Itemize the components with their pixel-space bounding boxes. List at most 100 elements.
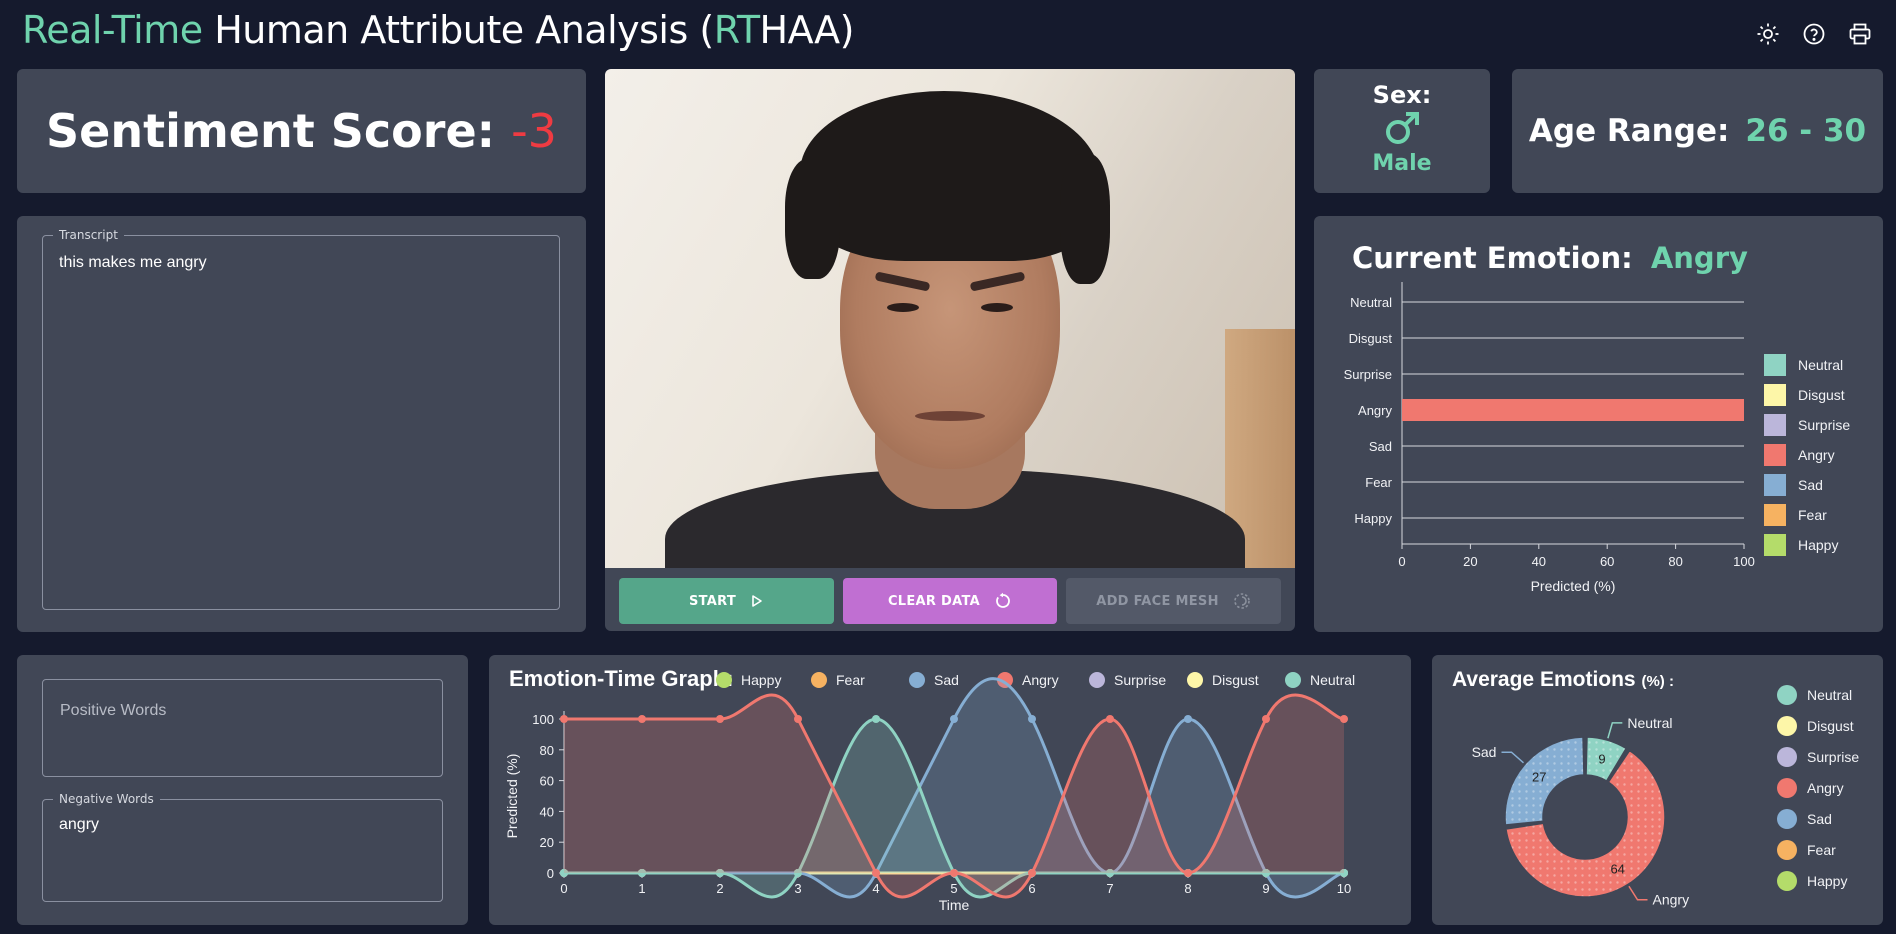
y-tick-label: Disgust xyxy=(1349,331,1393,346)
add-face-mesh-button[interactable]: ADD FACE MESH xyxy=(1066,578,1281,624)
age-label: Age Range: xyxy=(1528,113,1730,149)
x-tick-label: 1 xyxy=(638,881,645,896)
legend-swatch-happy xyxy=(1764,534,1786,556)
page-title: Real-Time Human Attribute Analysis (RTHA… xyxy=(22,8,855,52)
legend-dot-sad xyxy=(909,672,925,688)
transcript-field[interactable]: Transcript this makes me angry xyxy=(42,228,560,610)
y-tick-label: 80 xyxy=(540,743,554,758)
positive-words-placeholder: Positive Words xyxy=(60,702,167,719)
legend-label-fear: Fear xyxy=(1807,842,1836,858)
legend-dot-surprise xyxy=(1089,672,1105,688)
legend-dot-happy xyxy=(1777,871,1797,891)
y-tick-label: Surprise xyxy=(1344,367,1392,382)
x-tick-label: 3 xyxy=(794,881,801,896)
point-sad xyxy=(1184,715,1192,723)
x-tick-label: 100 xyxy=(1733,554,1755,569)
legend-label-angry: Angry xyxy=(1798,447,1835,463)
start-button[interactable]: START xyxy=(619,578,834,624)
title-text-end: HAA) xyxy=(759,8,855,52)
point-angry xyxy=(716,715,724,723)
legend-swatch-angry xyxy=(1764,444,1786,466)
print-icon[interactable] xyxy=(1846,20,1874,48)
y-tick-label: 100 xyxy=(532,712,554,727)
legend-dot-fear xyxy=(811,672,827,688)
theme-toggle-icon[interactable] xyxy=(1754,20,1782,48)
point-angry xyxy=(1262,715,1270,723)
emotion-time-panel: Emotion-Time Graph: Happy Fear Sad Angry Surp… xyxy=(489,655,1411,925)
clear-label: CLEAR DATA xyxy=(887,593,981,609)
legend-swatch-surprise xyxy=(1764,414,1786,436)
y-tick-label: Sad xyxy=(1369,439,1392,454)
legend-label-angry: Angry xyxy=(1807,780,1844,796)
refresh-icon xyxy=(996,592,1010,608)
legend-label-sad: Sad xyxy=(934,672,959,688)
x-tick-label: 6 xyxy=(1028,881,1035,896)
emotion-bar-chart: Neutral Disgust Surprise Angry Sad Fear Happy 0… xyxy=(1344,282,1850,594)
point-angry xyxy=(638,715,646,723)
average-emotions-title-suffix: (%) : xyxy=(1641,673,1674,690)
legend-label-surprise: Surprise xyxy=(1114,672,1166,688)
point-angry xyxy=(560,715,568,723)
legend-label-surprise: Surprise xyxy=(1807,749,1859,765)
point-angry xyxy=(1184,869,1192,877)
slice-leader-angry xyxy=(1628,885,1648,901)
legend-label-happy: Happy xyxy=(1798,537,1838,553)
y-tick-label: 40 xyxy=(540,804,554,819)
x-tick-label: 7 xyxy=(1106,881,1113,896)
point-angry xyxy=(794,715,802,723)
sentiment-label: Sentiment Score: xyxy=(46,104,496,158)
legend-dot-happy xyxy=(716,672,732,688)
positive-words-box[interactable]: Positive Words xyxy=(42,679,443,777)
help-icon[interactable] xyxy=(1800,20,1828,48)
legend-label-happy: Happy xyxy=(1807,873,1847,889)
legend-dot-sad xyxy=(1777,809,1797,829)
clear-data-button[interactable]: CLEAR DATA xyxy=(843,578,1057,624)
point-sad xyxy=(1028,715,1036,723)
sex-panel: Sex: Male xyxy=(1314,69,1490,193)
transcript-legend: Transcript xyxy=(59,228,118,242)
y-tick-label: 20 xyxy=(540,835,554,850)
average-emotions-panel: Average Emotions (%) : 9 Neutral 64 Angry 27 S… xyxy=(1432,655,1883,925)
legend-dot-neutral xyxy=(1777,685,1797,705)
negative-words-legend: Negative Words xyxy=(59,792,154,806)
legend-label-disgust: Disgust xyxy=(1798,387,1845,403)
negative-words-text: angry xyxy=(59,816,100,833)
legend-label-sad: Sad xyxy=(1798,477,1823,493)
slice-leader-neutral xyxy=(1607,722,1623,739)
sentiment-panel: Sentiment Score: -3 xyxy=(17,69,586,193)
legend-label-sad: Sad xyxy=(1807,811,1832,827)
point-sad xyxy=(950,715,958,723)
legend-swatch-neutral xyxy=(1764,354,1786,376)
legend-dot-disgust xyxy=(1187,672,1203,688)
point-neutral xyxy=(872,715,880,723)
legend-dot-surprise xyxy=(1777,747,1797,767)
face-mesh-icon xyxy=(1233,593,1250,609)
point-neutral xyxy=(560,869,568,877)
x-tick-label: 10 xyxy=(1337,881,1351,896)
legend-label-fear: Fear xyxy=(1798,507,1827,523)
mesh-label: ADD FACE MESH xyxy=(1096,593,1219,609)
point-neutral xyxy=(794,869,802,877)
point-angry xyxy=(950,869,958,877)
y-tick-label: Angry xyxy=(1358,403,1392,418)
legend-label-neutral: Neutral xyxy=(1798,357,1843,373)
slice-angry xyxy=(1505,749,1666,898)
point-neutral xyxy=(1340,869,1348,877)
legend-swatch-sad xyxy=(1764,474,1786,496)
x-tick-label: 2 xyxy=(716,881,723,896)
point-angry xyxy=(1106,715,1114,723)
slice-leader-sad xyxy=(1501,751,1524,764)
x-axis-label: Time xyxy=(939,897,970,913)
x-tick-label: 9 xyxy=(1262,881,1269,896)
start-label: START xyxy=(688,593,737,609)
slice-value-angry: 64 xyxy=(1610,862,1624,877)
x-tick-label: 60 xyxy=(1600,554,1614,569)
average-emotions-chart: Average Emotions (%) : 9 Neutral 64 Angry 27 S… xyxy=(1452,668,1859,908)
slice-sad xyxy=(1504,736,1585,826)
current-emotion-panel: Current Emotion: Angry Neutral Disgust Sur… xyxy=(1314,216,1883,632)
legend-swatch-fear xyxy=(1764,504,1786,526)
legend-label-happy: Happy xyxy=(741,672,781,688)
y-tick-label: Neutral xyxy=(1350,295,1392,310)
negative-words-field[interactable]: Negative Words angry xyxy=(42,792,443,902)
x-tick-label: 20 xyxy=(1463,554,1477,569)
